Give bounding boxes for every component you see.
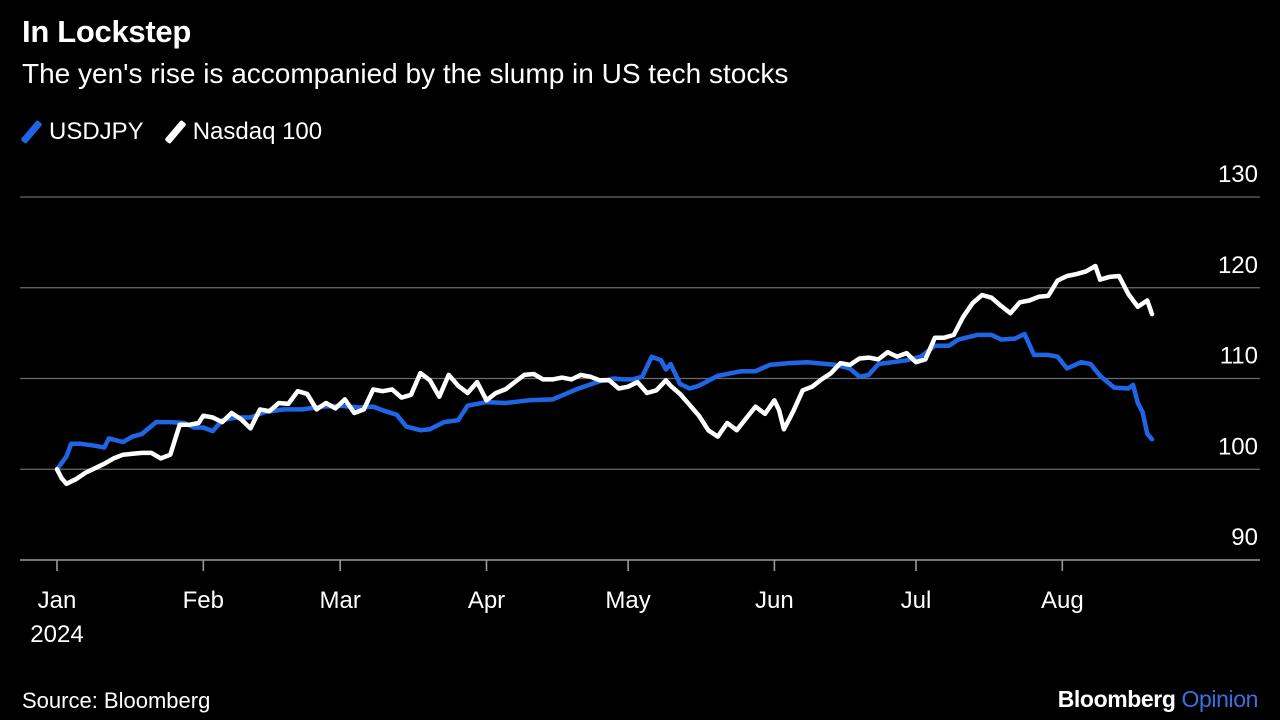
x-tick-label: Jul	[901, 587, 932, 614]
chart-legend: USDJPY Nasdaq 100	[20, 118, 344, 146]
line-chart: 90 100 110 120 130 Jan 2024 Feb Mar Apr May Jun Jul A…	[20, 161, 1260, 648]
y-tick-label: 110	[1220, 343, 1258, 370]
x-tick-sublabel: 2024	[30, 621, 83, 648]
y-tick-label: 100	[1218, 433, 1258, 460]
legend-item-nasdaq: Nasdaq 100	[164, 118, 323, 146]
brand-suffix: Opinion	[1181, 686, 1259, 712]
source-note: Source: Bloomberg	[22, 688, 211, 713]
legend-swatch-usdjpy	[20, 119, 43, 145]
brand-logo: Bloomberg Opinion	[1057, 686, 1259, 713]
x-tick-label: Mar	[320, 587, 361, 614]
series-line-nasdaq	[54, 263, 1155, 487]
chart-title: In Lockstep	[22, 14, 191, 49]
x-tick-label: Aug	[1041, 587, 1084, 614]
x-tick-label: May	[605, 587, 650, 614]
y-tick-label: 130	[1218, 161, 1258, 188]
series-line-usdjpy	[54, 331, 1155, 472]
y-tick-label: 90	[1231, 524, 1258, 551]
legend-item-usdjpy: USDJPY	[20, 118, 144, 146]
x-tick-label: Jan	[38, 587, 77, 614]
chart-subtitle: The yen's rise is accompanied by the slu…	[22, 58, 789, 89]
y-tick-label: 120	[1218, 252, 1258, 279]
legend-label-usdjpy: USDJPY	[49, 118, 144, 145]
x-tick-label: Apr	[468, 587, 505, 614]
legend-swatch-nasdaq	[164, 119, 187, 145]
legend-label-nasdaq: Nasdaq 100	[192, 118, 323, 145]
brand-name: Bloomberg	[1057, 686, 1176, 712]
x-tick-label: Jun	[755, 587, 794, 614]
x-tick-label: Feb	[183, 587, 224, 614]
